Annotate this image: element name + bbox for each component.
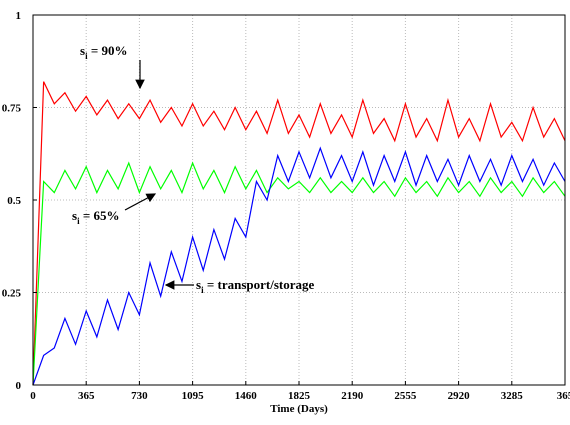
- x-tick-label: 1095: [182, 390, 205, 402]
- plot-frame: [32, 14, 566, 386]
- x-tick-label: 1460: [235, 390, 258, 402]
- y-tick-label: 0: [16, 380, 22, 392]
- annotation-text: = 90%: [88, 43, 128, 58]
- series-line: [32, 146, 566, 386]
- x-tick-label: 365: [78, 390, 95, 402]
- x-tick-label: 3285: [501, 390, 524, 402]
- annotation-sub: i: [85, 51, 88, 61]
- annotation-base: s: [80, 43, 85, 58]
- grid: [32, 14, 566, 386]
- series-line: [32, 81, 566, 386]
- annotation-base: s: [196, 277, 201, 292]
- x-tick-label: 365: [557, 390, 570, 402]
- y-tick-label: 0.25: [2, 288, 22, 300]
- y-tick-label: 0.75: [2, 103, 22, 115]
- x-tick-label: 0: [30, 390, 36, 402]
- arrow: [124, 193, 157, 211]
- x-tick-label: 2190: [341, 390, 364, 402]
- x-tick-label: 730: [131, 390, 148, 402]
- x-axis-label: Time (Days): [270, 403, 328, 415]
- annotation-text: = transport/storage: [204, 277, 315, 292]
- y-tick-label: 0.5: [7, 195, 21, 207]
- annotation: si = 65%: [72, 208, 120, 226]
- x-tick-label: 2920: [448, 390, 471, 402]
- ticks: 0365730109514601825219025552920328536500…: [2, 10, 570, 402]
- annotation: si = 90%: [80, 43, 128, 61]
- annotation: si = transport/storage: [196, 277, 314, 295]
- annotation-text: = 65%: [80, 208, 120, 223]
- annotation-sub: i: [77, 216, 80, 226]
- y-tick-label: 1: [16, 10, 22, 22]
- annotation-sub: i: [201, 285, 204, 295]
- annotation-base: s: [72, 208, 77, 223]
- x-tick-label: 1825: [288, 390, 311, 402]
- series-line: [32, 161, 566, 386]
- x-tick-label: 2555: [394, 390, 417, 402]
- lines: [32, 81, 566, 386]
